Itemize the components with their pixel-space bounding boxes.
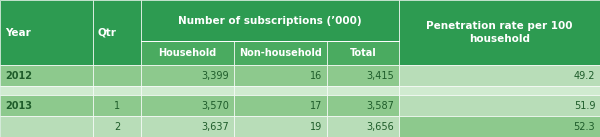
Text: Year: Year (5, 28, 31, 38)
Text: 3,637: 3,637 (202, 122, 229, 132)
Text: 1: 1 (114, 101, 120, 111)
Bar (234, 41, 327, 65)
Bar (234, 95, 327, 116)
Text: 19: 19 (310, 122, 322, 132)
Text: Household: Household (158, 48, 217, 58)
Text: 2013: 2013 (5, 101, 32, 111)
Bar (0, 116, 93, 137)
Bar (0, 86, 93, 95)
Text: 3,399: 3,399 (202, 71, 229, 81)
Text: 52.3: 52.3 (574, 122, 595, 132)
Text: Qtr: Qtr (98, 28, 116, 38)
Bar (141, 65, 234, 86)
Bar (0, 65, 93, 86)
Bar (327, 65, 399, 86)
Bar (399, 95, 600, 116)
Text: Non-household: Non-household (239, 48, 322, 58)
Text: 3,656: 3,656 (367, 122, 394, 132)
Text: 3,587: 3,587 (367, 101, 394, 111)
Bar (0, 0, 93, 65)
Bar (234, 86, 327, 95)
Bar (141, 95, 234, 116)
Text: Number of subscriptions (’000): Number of subscriptions (’000) (178, 16, 362, 25)
Bar (93, 86, 141, 95)
Text: 3,570: 3,570 (202, 101, 229, 111)
Bar (234, 65, 327, 86)
Bar (399, 65, 600, 86)
Bar (327, 86, 399, 95)
Bar (141, 41, 234, 65)
Text: Penetration rate per 100
household: Penetration rate per 100 household (426, 21, 573, 44)
Bar (327, 41, 399, 65)
Bar (93, 95, 141, 116)
Text: 51.9: 51.9 (574, 101, 595, 111)
Text: 16: 16 (310, 71, 322, 81)
Bar (399, 116, 600, 137)
Text: 17: 17 (310, 101, 322, 111)
Text: 3,415: 3,415 (367, 71, 394, 81)
Bar (234, 116, 327, 137)
Bar (141, 0, 399, 41)
Bar (327, 116, 399, 137)
Bar (399, 86, 600, 95)
Bar (141, 116, 234, 137)
Bar (93, 116, 141, 137)
Text: 2012: 2012 (5, 71, 32, 81)
Bar (399, 0, 600, 65)
Bar (141, 86, 234, 95)
Bar (327, 95, 399, 116)
Bar (93, 0, 141, 65)
Bar (93, 65, 141, 86)
Text: 49.2: 49.2 (574, 71, 595, 81)
Text: Total: Total (350, 48, 376, 58)
Text: 2: 2 (114, 122, 120, 132)
Bar (0, 95, 93, 116)
